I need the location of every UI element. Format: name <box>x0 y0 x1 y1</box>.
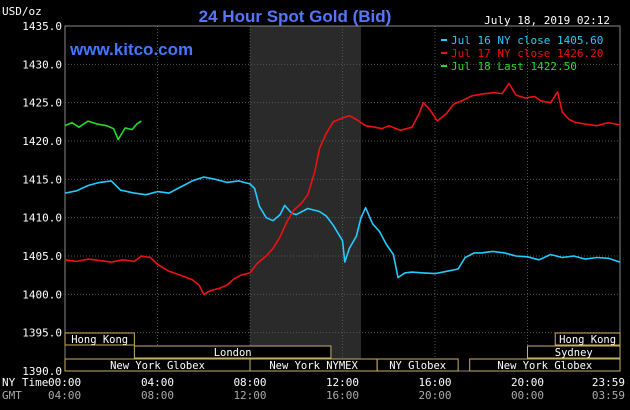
legend-entry: Jul 16 NY close 1405.60 <box>451 34 603 47</box>
x-tick-label: 00:00 <box>511 389 544 402</box>
y-tick-label: 1425.0 <box>22 97 62 110</box>
legend-entry: Jul 18 Last 1422.50 <box>451 60 577 73</box>
x-tick-label: 08:00 <box>233 376 266 389</box>
x-tick-label: 04:00 <box>48 389 81 402</box>
series-line-1 <box>64 82 621 296</box>
x-tick-label: 03:59 <box>592 389 625 402</box>
x-tick-label: 20:00 <box>418 389 451 402</box>
session-bar <box>133 345 332 359</box>
y-tick-label: 1430.0 <box>22 58 62 71</box>
legend-entry: Jul 17 NY close 1426.20 <box>451 47 603 60</box>
chart-title: 24 Hour Spot Gold (Bid) <box>199 7 392 26</box>
session-label: Sydney <box>555 347 593 359</box>
x-tick-label: 16:00 <box>326 389 359 402</box>
session-label: Hong Kong <box>71 334 128 346</box>
y-tick-label: 1435.0 <box>22 20 62 33</box>
session-label: NY Globex <box>389 360 446 372</box>
y-tick-label: 1410.0 <box>22 212 62 225</box>
y-axis-unit-label: USD/oz <box>2 5 42 18</box>
source-watermark: www.kitco.com <box>69 40 193 59</box>
gmt-row-label: GMT <box>2 389 22 402</box>
session-label: Hong Kong <box>559 334 616 346</box>
y-tick-label: 1405.0 <box>22 250 62 263</box>
y-tick-label: 1395.0 <box>22 327 62 340</box>
session-bar <box>376 358 459 372</box>
x-tick-label: 23:59 <box>592 376 625 389</box>
session-bar <box>554 332 621 346</box>
session-label: New York Globex <box>497 360 592 372</box>
session-label: New York Globex <box>110 360 205 372</box>
y-tick-label: 1420.0 <box>22 135 62 148</box>
session-bar <box>64 332 135 346</box>
x-tick-label: 20:00 <box>511 376 544 389</box>
x-tick-label: 12:00 <box>326 376 359 389</box>
session-bar <box>469 358 621 372</box>
y-tick-label: 1400.0 <box>22 288 62 301</box>
x-tick-label: 00:00 <box>48 376 81 389</box>
x-tick-label: 12:00 <box>233 389 266 402</box>
x-tick-label: 08:00 <box>141 389 174 402</box>
series-line-0 <box>64 176 621 279</box>
x-tick-label: 16:00 <box>418 376 451 389</box>
x-tick-label: 04:00 <box>141 376 174 389</box>
y-tick-label: 1415.0 <box>22 173 62 186</box>
session-bar <box>527 345 621 359</box>
y-tick-label: 1390.0 <box>22 365 62 378</box>
chart-timestamp: July 18, 2019 02:12 <box>484 14 610 27</box>
session-label: London <box>214 347 252 359</box>
series-line-2 <box>64 120 142 141</box>
ny-time-row-label: NY Time <box>2 376 48 389</box>
session-label: New York NYMEX <box>269 360 358 372</box>
